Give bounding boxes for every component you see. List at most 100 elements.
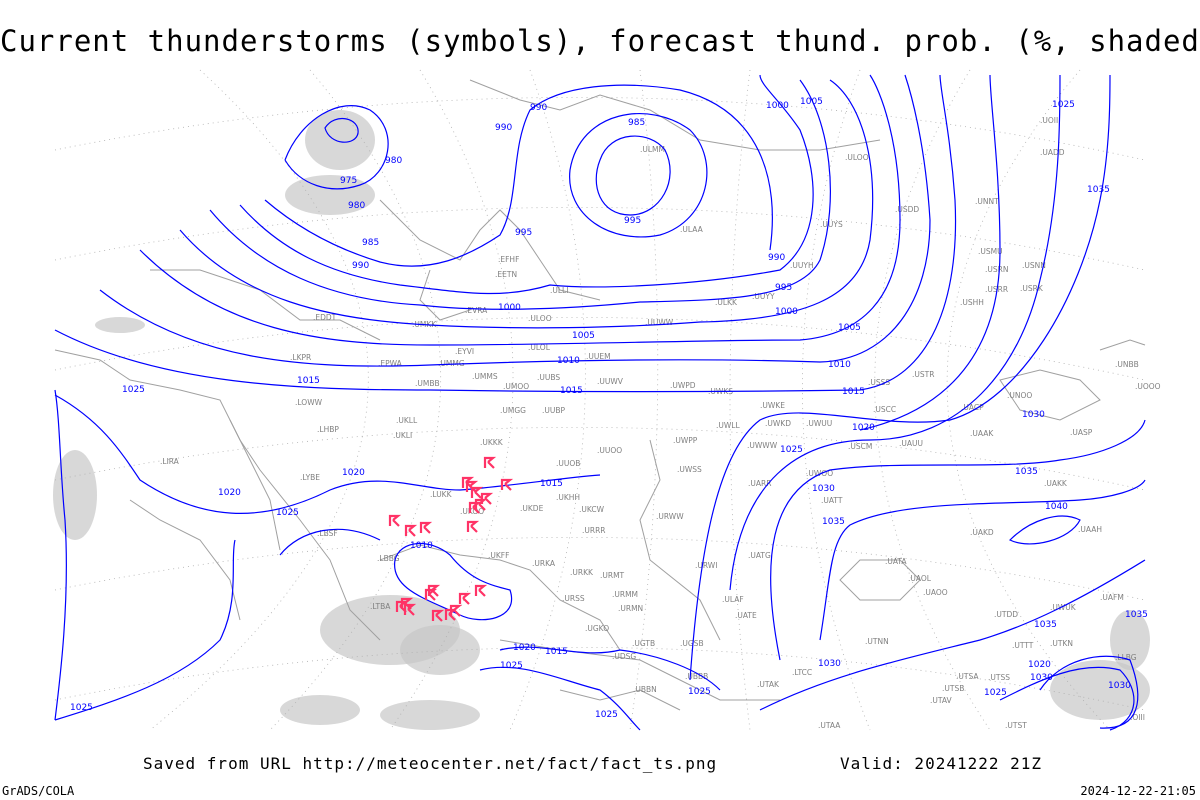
isobar-label: 1040 — [1045, 502, 1068, 512]
station-label: .UAUU — [899, 439, 923, 448]
coastline — [469, 79, 881, 151]
isobar-label: 1030 — [1108, 681, 1131, 691]
station-label: .UBBN — [633, 685, 657, 694]
isobar — [1008, 515, 1081, 545]
isobar — [1039, 655, 1139, 729]
isobar-label: 990 — [768, 253, 785, 263]
isobar — [264, 84, 773, 267]
station-label: .UWPD — [670, 381, 696, 390]
isobar-label: 1010 — [410, 541, 433, 551]
station-label: .UUOO — [597, 446, 622, 455]
isobar-label: 990 — [495, 123, 512, 133]
station-label: .UDSG — [612, 652, 636, 661]
isobar-label: 1010 — [557, 356, 580, 366]
isobar — [139, 74, 901, 346]
isobar-label: 995 — [775, 283, 792, 293]
station-label: .UUBP — [542, 406, 566, 415]
station-label: .ULOO — [845, 153, 869, 162]
isobar-labels: 975 980 980 985 990 990 995 990 985 995 1000 1005 99… — [70, 97, 1148, 720]
coastline — [1099, 339, 1146, 351]
isobar — [859, 74, 1001, 431]
station-label: .UTKN — [1050, 639, 1073, 648]
station-label: .UUYY — [752, 292, 775, 301]
station-label: .UKCW — [579, 505, 605, 514]
station-label: .UNOO — [1007, 391, 1032, 400]
station-label: .URMM — [612, 590, 638, 599]
thunderstorm-icon — [404, 524, 418, 537]
station-label: .UASP — [1070, 428, 1093, 437]
isobar — [499, 646, 721, 691]
probability-area — [305, 110, 375, 170]
isobar-label: 995 — [624, 216, 641, 226]
isobar — [569, 113, 708, 238]
isobar-label: 975 — [340, 176, 357, 186]
isobar-label: 1015 — [297, 376, 320, 386]
isobar-label: 990 — [530, 103, 547, 113]
isobar — [770, 419, 1146, 661]
isobar-label: 980 — [385, 156, 402, 166]
station-label: .UAFM — [1100, 593, 1124, 602]
station-label: .UATG — [748, 551, 771, 560]
probability-area — [380, 700, 480, 730]
isobar-label: 1020 — [1028, 660, 1051, 670]
isobar-label: 1035 — [1034, 620, 1057, 630]
station-label: .UGSB — [680, 639, 704, 648]
station-label: .UATE — [735, 611, 757, 620]
isobar-label: 1030 — [812, 484, 835, 494]
isobar-label: 1025 — [1052, 100, 1075, 110]
station-label: .EFHF — [498, 255, 519, 264]
station-label: .LTBA — [370, 602, 391, 611]
thunderstorm-icon — [449, 604, 463, 617]
station-label: .UTST — [1005, 721, 1027, 730]
station-label: .UWLL — [716, 421, 740, 430]
station-label: .UUYH — [790, 261, 814, 270]
station-label: .EYVI — [455, 347, 474, 356]
station-label: .UTAA — [818, 721, 841, 730]
probability-area — [285, 175, 375, 215]
isobar-label: 1035 — [822, 517, 845, 527]
isobar-label: 1010 — [828, 360, 851, 370]
isobar — [99, 74, 931, 367]
station-label: .USMU — [978, 247, 1003, 256]
station-label: .ULAA — [680, 225, 704, 234]
station-label: .UMBB — [415, 379, 440, 388]
station-label: .USTR — [912, 370, 934, 379]
station-labels: .ULOO .USDD .UUYS .UUYH .UUYY .ULAA .ULMM .EFHF… — [160, 116, 1161, 730]
isobar — [279, 528, 381, 556]
station-label: .UGTB — [632, 639, 655, 648]
station-label: .UAKK — [1044, 479, 1068, 488]
station-label: .UMOO — [503, 382, 529, 391]
meridian — [729, 69, 751, 731]
isobar — [284, 105, 389, 190]
station-label: .UOII — [1040, 116, 1058, 125]
isobar-label: 1020 — [342, 468, 365, 478]
station-label: .UTNN — [865, 637, 889, 646]
station-label: .ULAF — [722, 595, 744, 604]
meridian — [509, 69, 586, 731]
station-label: .URSS — [562, 594, 585, 603]
isobar — [394, 542, 513, 621]
station-label: .UWUK — [1050, 603, 1077, 612]
probability-area — [280, 695, 360, 725]
map-title: Current thunderstorms (symbols), forecas… — [0, 24, 1200, 58]
coastline — [129, 499, 241, 621]
station-label: .USNN — [1022, 261, 1046, 270]
station-label: .UTAV — [930, 696, 953, 705]
isobar — [819, 479, 1146, 641]
station-label: .UKKK — [480, 438, 504, 447]
thunderstorm-icon — [424, 588, 438, 601]
thunderstorm-icon — [474, 584, 488, 597]
isobar — [999, 666, 1135, 731]
station-label: .UACP — [961, 403, 984, 412]
station-label: .LYBE — [300, 473, 320, 482]
station-label: .USRN — [985, 265, 1008, 274]
lat-lon-grid — [54, 69, 1146, 731]
station-label: .UKFF — [488, 551, 509, 560]
isobar — [595, 135, 671, 216]
station-label: .URMN — [618, 604, 643, 613]
isobar-label: 1015 — [545, 647, 568, 657]
station-label: .LKPR — [290, 353, 311, 362]
valid-time: Valid: 20241222 21Z — [840, 754, 1043, 773]
coastline — [419, 269, 471, 321]
isobar-label: 1025 — [70, 703, 93, 713]
